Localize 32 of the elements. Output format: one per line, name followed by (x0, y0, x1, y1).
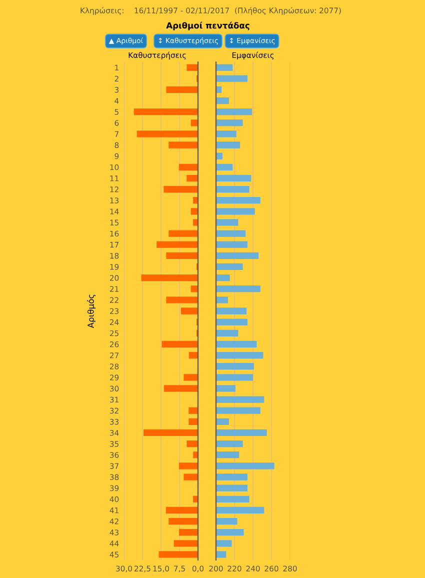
bar (188, 418, 198, 425)
bar (143, 429, 198, 436)
bar (162, 340, 198, 348)
bar (158, 551, 198, 558)
bar (179, 164, 198, 170)
bar (164, 186, 198, 193)
bar (166, 86, 198, 93)
bar (188, 407, 198, 414)
bar (168, 230, 198, 237)
bar (134, 108, 198, 116)
bar (166, 296, 198, 304)
bar (179, 529, 198, 536)
bar (193, 219, 198, 226)
bar (141, 274, 198, 282)
bar (184, 474, 198, 480)
bar (168, 518, 198, 525)
bar (136, 130, 198, 138)
y-axis-title: Αριθμός (87, 294, 96, 328)
bar (156, 241, 198, 248)
bar (186, 440, 198, 448)
bar (184, 374, 198, 381)
bar (174, 540, 198, 547)
bar (166, 506, 198, 514)
bar (166, 252, 198, 259)
chart-title: Αριθμοί πεντάδας (166, 22, 250, 30)
bar (186, 64, 198, 71)
bar (179, 462, 198, 470)
bar (164, 385, 198, 392)
bar (180, 308, 198, 314)
bar (168, 142, 198, 148)
bar (186, 174, 198, 182)
bar (188, 352, 198, 359)
